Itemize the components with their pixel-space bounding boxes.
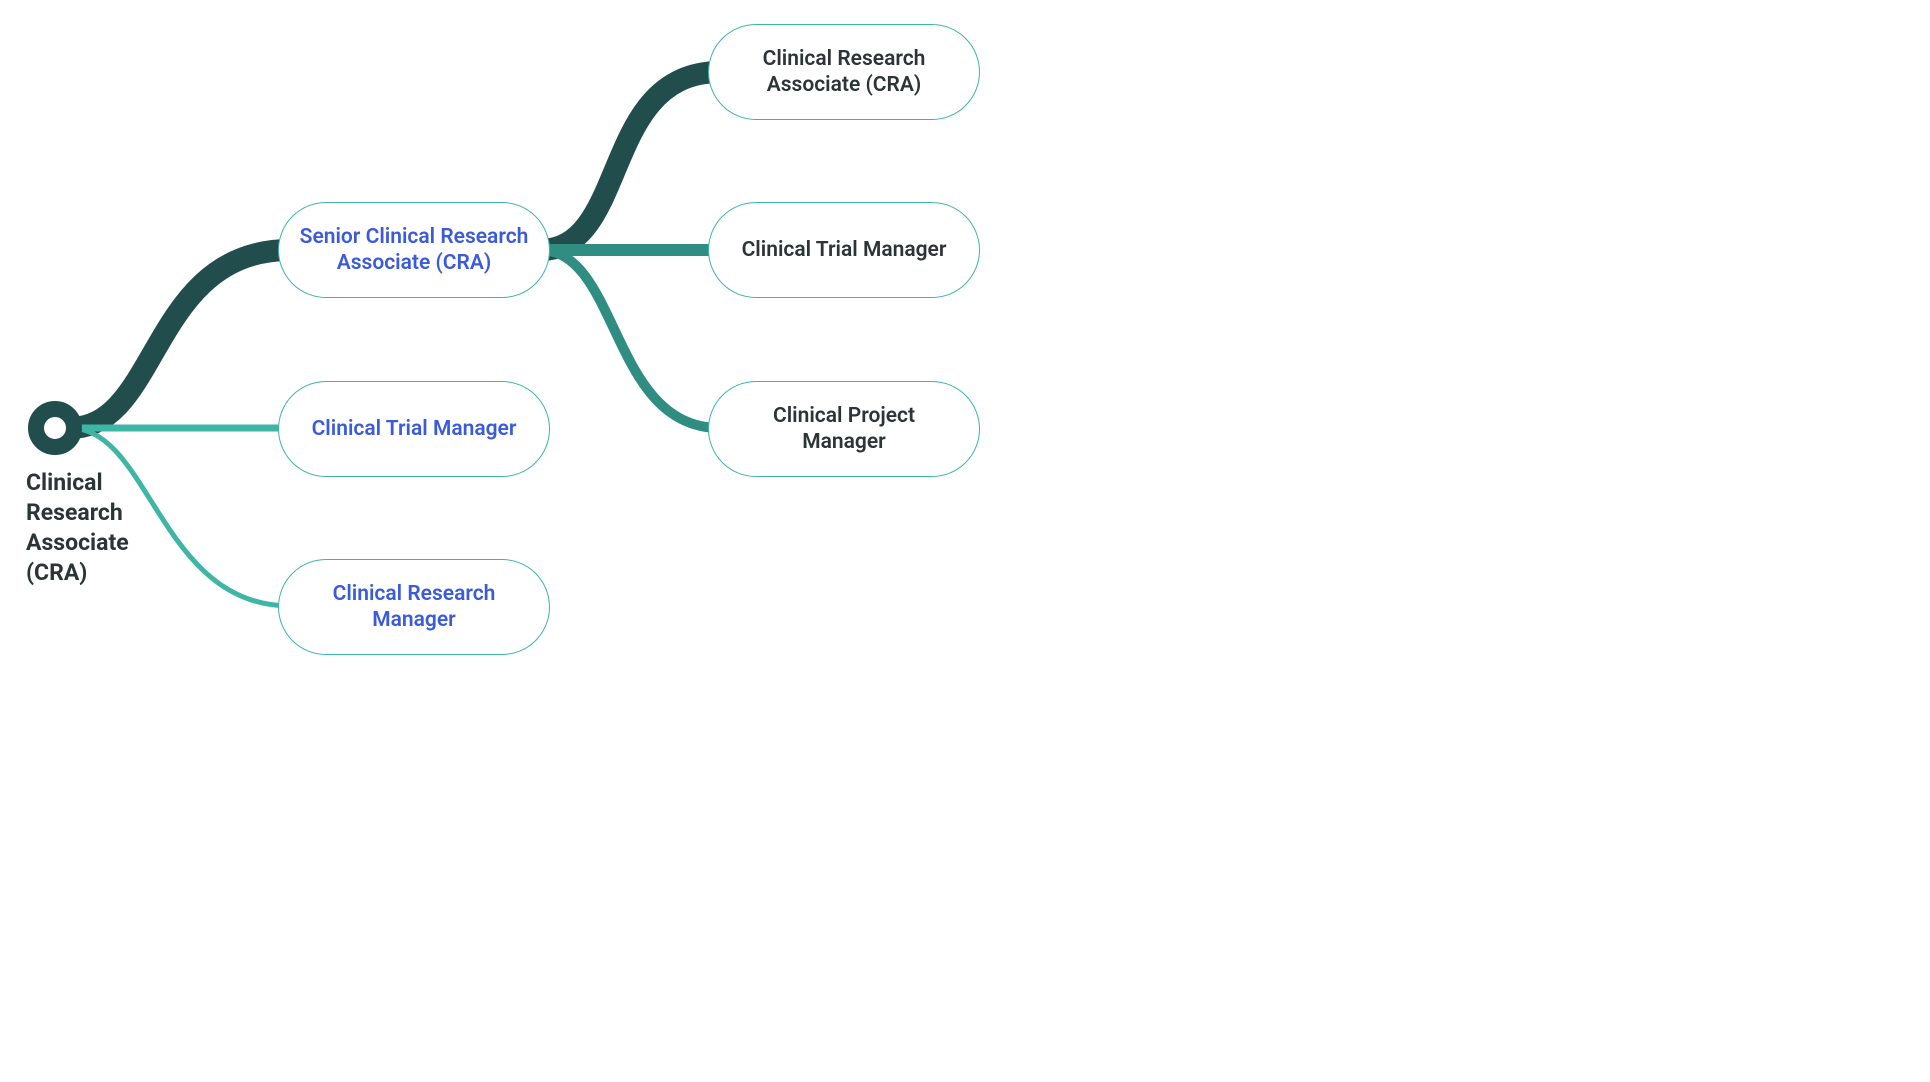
node-clinical-research-manager[interactable]: Clinical Research Manager xyxy=(278,559,550,655)
node-label: Clinical Trial Manager xyxy=(312,416,517,442)
root-node-dot xyxy=(28,401,82,455)
edge-senior-to-cpm xyxy=(540,250,720,428)
node-label: Clinical Trial Manager xyxy=(742,237,947,263)
node-label: Clinical Research Associate (CRA) xyxy=(729,46,959,99)
career-path-diagram: ClinicalResearchAssociate(CRA) Senior Cl… xyxy=(0,0,1930,1082)
root-node-label: ClinicalResearchAssociate(CRA) xyxy=(26,468,166,588)
node-label: Clinical Research Manager xyxy=(299,581,529,634)
node-senior-cra[interactable]: Senior Clinical Research Associate (CRA) xyxy=(278,202,550,298)
node-label: Clinical Project Manager xyxy=(729,403,959,456)
edges-layer xyxy=(0,0,1930,1082)
node-clinical-project-manager[interactable]: Clinical Project Manager xyxy=(708,381,980,477)
node-clinical-trial-manager-1[interactable]: Clinical Trial Manager xyxy=(278,381,550,477)
edge-senior-to-cra2 xyxy=(540,72,720,250)
node-cra-2[interactable]: Clinical Research Associate (CRA) xyxy=(708,24,980,120)
node-label: Senior Clinical Research Associate (CRA) xyxy=(299,224,529,277)
edge-root-to-senior xyxy=(70,250,290,428)
node-clinical-trial-manager-2[interactable]: Clinical Trial Manager xyxy=(708,202,980,298)
